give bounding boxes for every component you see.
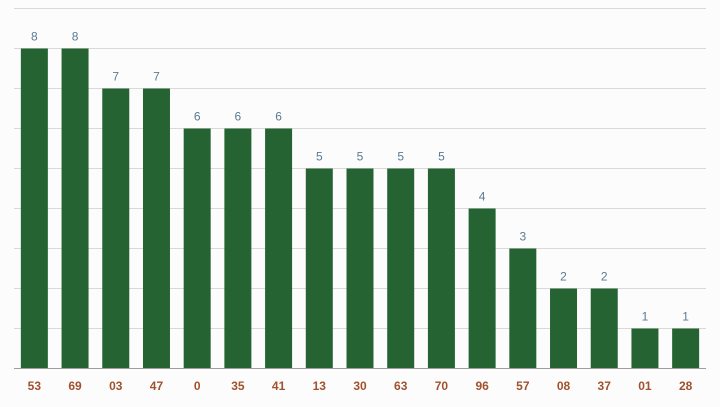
bar-value-label: 7: [112, 70, 119, 84]
category-label: 13: [313, 379, 327, 393]
bar-value-label: 2: [601, 270, 608, 284]
bar: [631, 328, 659, 369]
bar: [102, 88, 130, 369]
bar-value-label: 5: [438, 150, 445, 164]
bar: [224, 128, 252, 369]
bars: [20, 48, 700, 369]
bar-value-label: 8: [31, 30, 38, 44]
bar: [509, 248, 537, 369]
bar-value-label: 6: [194, 110, 201, 124]
category-label: 28: [679, 379, 693, 393]
bar: [265, 128, 293, 369]
value-labels: 8 8 7 7 6 6 6 5 5 5 5 4 3 2 2 1 1: [31, 30, 689, 324]
category-label: 01: [638, 379, 652, 393]
bar-value-label: 6: [275, 110, 282, 124]
bar-value-label: 5: [357, 150, 364, 164]
bar: [305, 168, 333, 369]
category-label: 08: [557, 379, 571, 393]
bar-value-label: 6: [235, 110, 242, 124]
category-label: 35: [231, 379, 245, 393]
category-label: 41: [272, 379, 286, 393]
category-label: 37: [598, 379, 612, 393]
bar-value-label: 5: [316, 150, 323, 164]
bar-value-label: 1: [682, 310, 689, 324]
bar-value-label: 8: [72, 30, 79, 44]
bar: [672, 328, 700, 369]
bar: [183, 128, 211, 369]
bar: [142, 88, 170, 369]
category-label: 03: [109, 379, 123, 393]
category-label: 70: [435, 379, 449, 393]
bar-value-label: 4: [479, 190, 486, 204]
bar: [387, 168, 415, 369]
x-axis-tick-labels: 53 69 03 47 0 35 41 13 30 63 70 96 57 08 37 01 28: [28, 379, 693, 393]
category-label: 0: [194, 379, 201, 393]
bar-value-label: 7: [153, 70, 160, 84]
category-label: 63: [394, 379, 408, 393]
bar-value-label: 1: [642, 310, 649, 324]
bar: [590, 288, 618, 369]
category-label: 30: [353, 379, 367, 393]
bar: [550, 288, 578, 369]
bar-value-label: 2: [560, 270, 567, 284]
category-label: 69: [68, 379, 82, 393]
category-label: 53: [28, 379, 42, 393]
bar: [61, 48, 89, 369]
category-label: 47: [150, 379, 164, 393]
bar-value-label: 5: [397, 150, 404, 164]
bar: [20, 48, 48, 369]
category-label: 96: [475, 379, 489, 393]
bar: [468, 208, 496, 369]
category-label: 57: [516, 379, 530, 393]
bar-value-label: 3: [519, 230, 526, 244]
bar: [427, 168, 455, 369]
bar: [346, 168, 374, 369]
